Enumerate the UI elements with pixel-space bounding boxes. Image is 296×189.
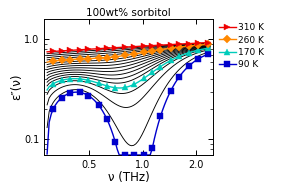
X-axis label: ν (THz): ν (THz) — [108, 171, 150, 184]
Legend: 310 K, 260 K, 170 K, 90 K: 310 K, 260 K, 170 K, 90 K — [219, 23, 264, 69]
Y-axis label: ε″(ν): ε″(ν) — [10, 74, 23, 100]
Title: 100wt% sorbitol: 100wt% sorbitol — [86, 8, 171, 18]
